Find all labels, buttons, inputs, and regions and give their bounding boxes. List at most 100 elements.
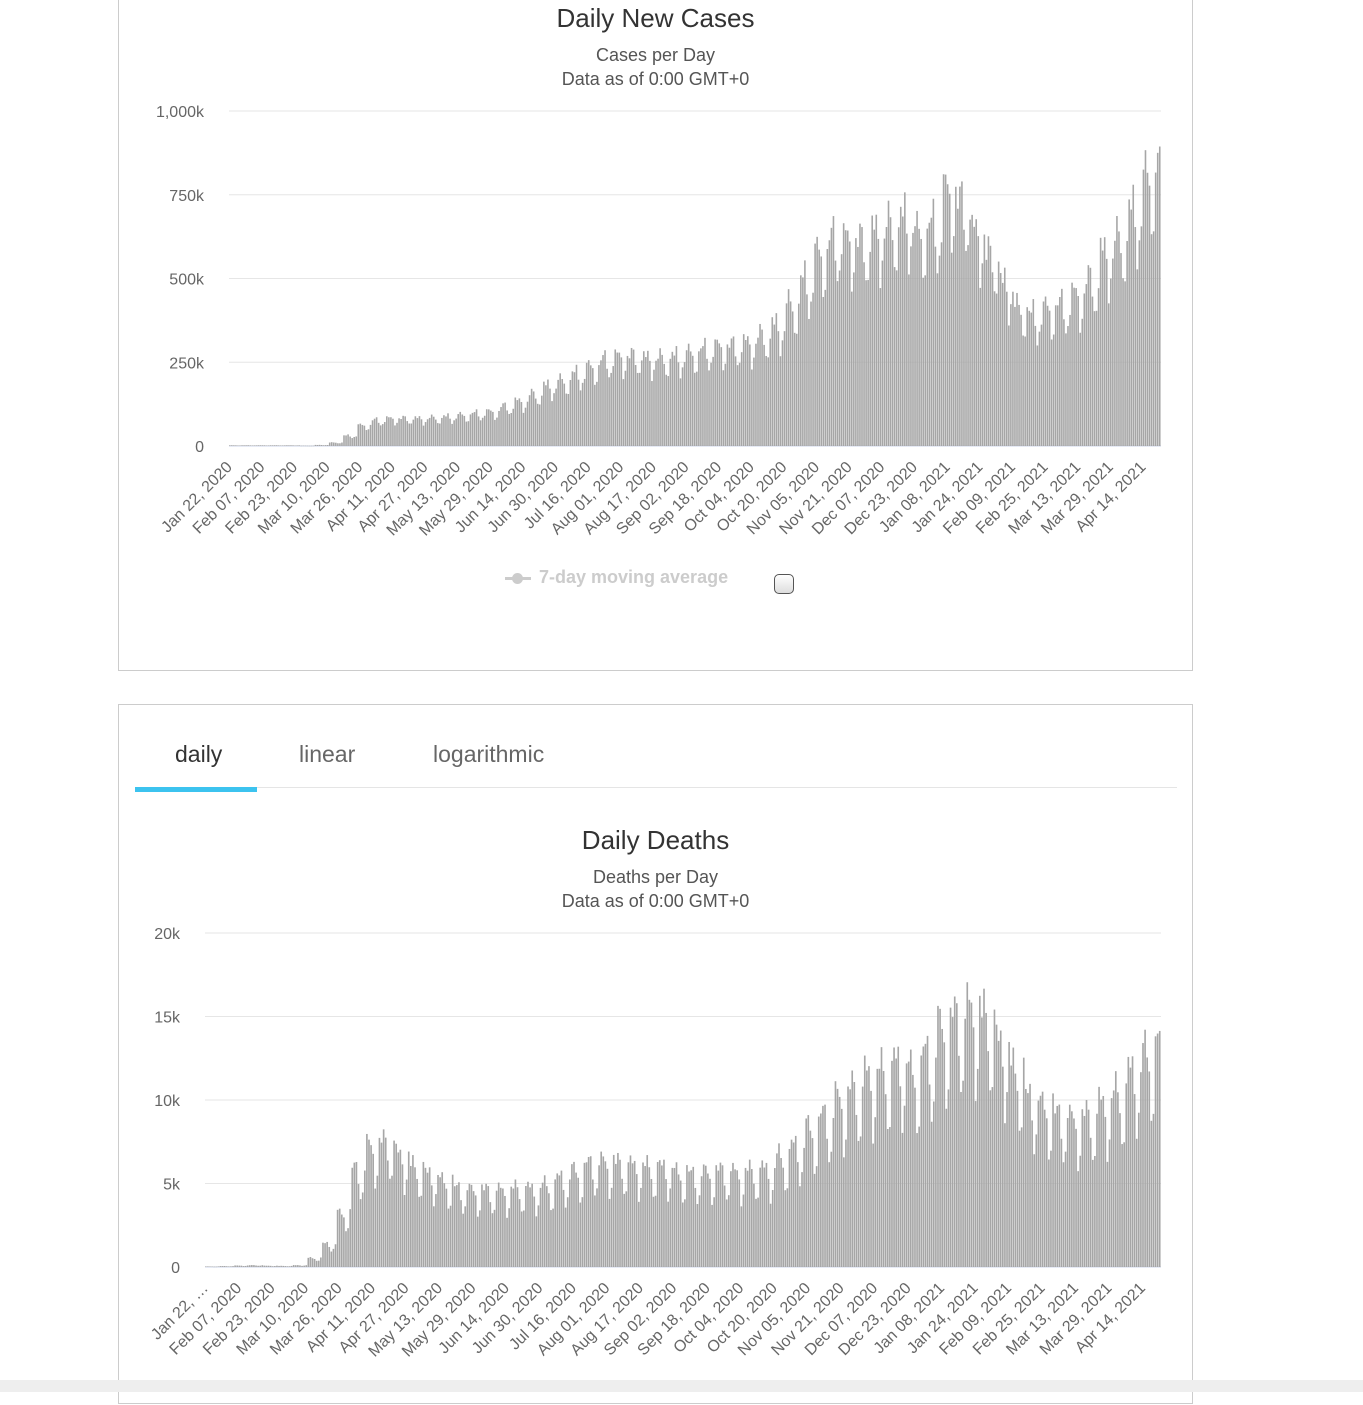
- tab-linear[interactable]: linear: [299, 741, 356, 767]
- bar: [849, 1089, 851, 1267]
- bar: [592, 368, 594, 446]
- bar: [633, 1160, 636, 1267]
- bar: [259, 445, 262, 446]
- bar: [784, 1190, 787, 1267]
- bar: [335, 442, 337, 446]
- bar: [627, 1162, 630, 1267]
- bar: [889, 1127, 891, 1267]
- bar: [972, 1027, 975, 1267]
- bar: [1032, 299, 1035, 446]
- bar: [783, 331, 786, 446]
- bar: [665, 1179, 667, 1267]
- bar: [993, 291, 996, 446]
- tab-daily[interactable]: daily: [175, 741, 223, 767]
- bar: [1118, 231, 1120, 446]
- bar: [568, 1179, 571, 1267]
- bar: [516, 400, 519, 446]
- bar: [975, 219, 978, 446]
- bar: [602, 355, 604, 446]
- bar: [873, 229, 876, 446]
- bar: [704, 1165, 707, 1267]
- bar: [924, 275, 927, 446]
- bar: [219, 1266, 222, 1267]
- bar: [320, 445, 323, 446]
- bar: [527, 1181, 529, 1267]
- bar: [311, 1258, 314, 1267]
- bar: [1026, 307, 1028, 446]
- bar: [620, 357, 623, 446]
- bar: [1081, 1109, 1084, 1267]
- bar: [983, 234, 986, 446]
- bar: [859, 223, 861, 446]
- bar: [277, 445, 280, 446]
- bar: [447, 1208, 450, 1267]
- bar: [626, 355, 629, 446]
- bar: [1046, 305, 1049, 446]
- bar: [742, 334, 745, 446]
- bar: [930, 217, 933, 446]
- bar: [908, 274, 910, 446]
- bar: [1056, 1105, 1059, 1267]
- bar: [1148, 185, 1151, 446]
- bar: [532, 391, 535, 446]
- legend-7-day-moving-average[interactable]: 7-day moving average: [505, 567, 728, 588]
- tab-logarithmic[interactable]: logarithmic: [433, 741, 545, 767]
- bar: [820, 1113, 822, 1267]
- bar: [1134, 227, 1137, 446]
- bar: [877, 238, 880, 446]
- bar: [623, 1193, 626, 1267]
- bar: [485, 409, 488, 446]
- bar: [472, 1191, 475, 1267]
- bar: [543, 1175, 546, 1267]
- bar: [634, 365, 637, 446]
- bar: [1106, 1161, 1109, 1267]
- bar: [767, 1178, 770, 1267]
- bar: [834, 260, 837, 446]
- bar: [313, 1258, 316, 1267]
- bar: [629, 1155, 632, 1267]
- bar: [935, 1057, 937, 1267]
- bar: [1154, 172, 1157, 446]
- bar: [466, 1190, 469, 1267]
- bar: [400, 419, 402, 446]
- bar: [1058, 1104, 1061, 1267]
- bar: [512, 408, 515, 446]
- bar: [1077, 295, 1079, 446]
- bar: [1083, 1115, 1086, 1267]
- bar: [1110, 278, 1112, 446]
- bar: [749, 344, 751, 446]
- bar: [1048, 310, 1051, 446]
- bar: [847, 1086, 849, 1267]
- bar: [490, 410, 492, 446]
- bar: [665, 374, 668, 446]
- moving-average-checkbox[interactable]: [774, 574, 794, 594]
- bar: [635, 1174, 638, 1267]
- bar: [661, 1165, 663, 1267]
- bar: [1140, 226, 1143, 446]
- bar: [895, 1058, 897, 1267]
- bar: [621, 1178, 623, 1267]
- bar: [1110, 1098, 1113, 1267]
- bar: [845, 1139, 847, 1267]
- bar: [587, 1156, 590, 1267]
- bar: [426, 1172, 429, 1267]
- y-tick-label: 500k: [169, 272, 205, 289]
- bar: [700, 348, 702, 446]
- bar: [508, 1208, 510, 1267]
- bar: [365, 430, 368, 446]
- bar: [832, 1117, 835, 1267]
- bar: [422, 425, 425, 446]
- bar: [499, 1187, 502, 1267]
- bar: [822, 1105, 824, 1267]
- bar: [792, 1142, 795, 1267]
- bar: [692, 1166, 695, 1267]
- bar: [761, 1160, 764, 1267]
- bar: [801, 1172, 803, 1267]
- bar: [476, 1216, 479, 1267]
- bar: [658, 1160, 661, 1267]
- bar: [213, 1266, 216, 1268]
- bar: [229, 445, 231, 446]
- bar: [543, 381, 545, 446]
- bar: [753, 1183, 755, 1267]
- bar: [684, 1199, 686, 1267]
